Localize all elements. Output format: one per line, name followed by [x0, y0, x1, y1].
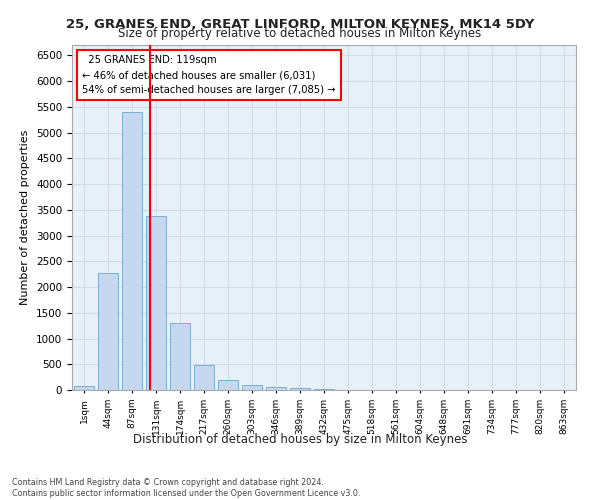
Bar	[290, 388, 310, 390]
Y-axis label: Number of detached properties: Number of detached properties	[20, 130, 31, 305]
Text: Contains HM Land Registry data © Crown copyright and database right 2024.
Contai: Contains HM Land Registry data © Crown c…	[12, 478, 361, 498]
Bar	[74, 386, 94, 390]
Text: 25 GRANES END: 119sqm  
← 46% of detached houses are smaller (6,031)
54% of semi: 25 GRANES END: 119sqm ← 46% of detached …	[82, 56, 335, 95]
Bar	[218, 380, 238, 390]
Bar	[194, 366, 214, 390]
Bar	[242, 386, 262, 390]
Text: Size of property relative to detached houses in Milton Keynes: Size of property relative to detached ho…	[118, 28, 482, 40]
Bar	[170, 323, 190, 390]
Bar	[146, 216, 166, 390]
Bar	[98, 272, 118, 390]
Bar	[266, 387, 286, 390]
Text: 25, GRANES END, GREAT LINFORD, MILTON KEYNES, MK14 5DY: 25, GRANES END, GREAT LINFORD, MILTON KE…	[66, 18, 534, 30]
Bar	[122, 112, 142, 390]
Text: Distribution of detached houses by size in Milton Keynes: Distribution of detached houses by size …	[133, 432, 467, 446]
